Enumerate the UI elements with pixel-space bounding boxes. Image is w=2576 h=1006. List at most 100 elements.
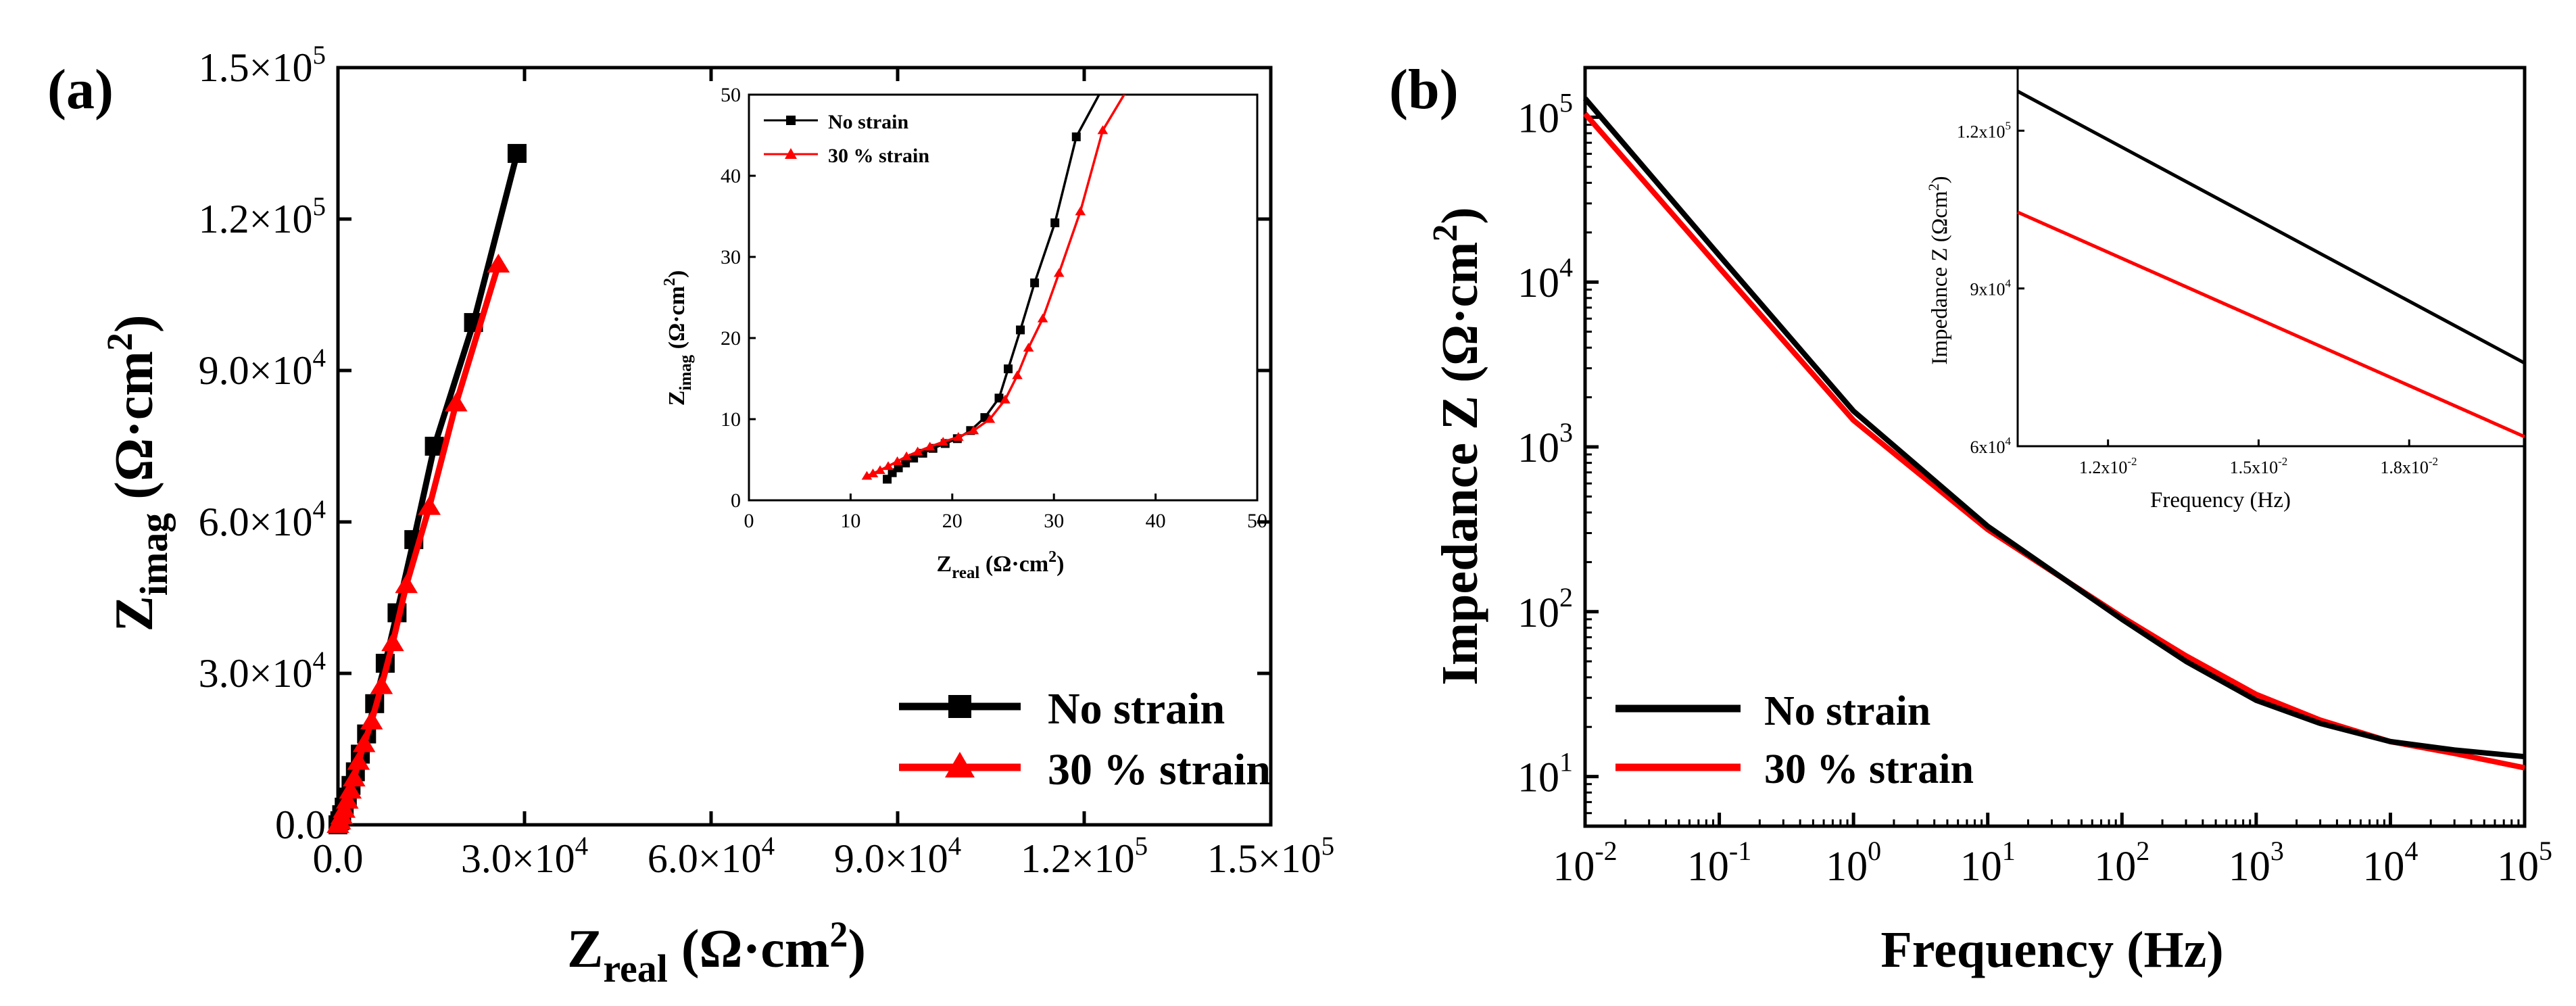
y-tick-label-exponent: 4: [313, 343, 326, 373]
x-tick-label: 3.0×104: [461, 832, 588, 881]
y-tick-label: 1.2×105: [199, 192, 326, 241]
inset-y-tick-label-mantissa: 20: [721, 327, 741, 350]
inset-y-tick-label: 1.2x105: [1957, 119, 2011, 141]
panel-b-ylabel: Impedance Z (Ω·cm2): [1426, 207, 1488, 685]
series-line-no-strain: [1582, 97, 2525, 760]
data-point: [370, 675, 393, 694]
panel-a-legend: No strain 30 % strain: [899, 684, 1271, 794]
inset-y-tick-label-mantissa: 30: [721, 246, 741, 268]
y-tick-label: 9.0×104: [199, 343, 326, 393]
inset-x-tick-label-mantissa: 0: [744, 510, 754, 532]
panel-a: (a) 0.0 3.0×104 6.0×104 9.0×104 1.2×105 1.5×1…: [47, 41, 1334, 990]
y-tick-label-exponent: 2: [1559, 582, 1573, 613]
inset-y-tick-label: 9x104: [1970, 277, 2012, 300]
panel-a-inset-legend: No strain 30 % strain: [764, 111, 929, 167]
y-tick-label-exponent: 1: [1559, 747, 1573, 777]
data-point: [347, 750, 370, 770]
inset-data-point: [909, 454, 919, 463]
inset-data-point: [1143, 49, 1154, 58]
inset-x-tick-label: 1.8x10-2: [2380, 455, 2438, 477]
panel-a-inset-plot: 0 10 20 30 40 50 0 10 20 30 40 50: [721, 49, 1267, 532]
inset-y-tick-label-mantissa: 9x10: [1970, 280, 2006, 300]
inset-x-tick-label: 10: [840, 510, 860, 532]
x-tick-label-exponent: 4: [2404, 836, 2418, 866]
inset-data-point: [1000, 394, 1011, 404]
y-tick-label: 1.5×105: [199, 41, 326, 90]
x-tick-label: 103: [2229, 836, 2284, 890]
x-tick-label-exponent: 4: [575, 832, 589, 861]
x-tick-label-exponent: 5: [1135, 832, 1148, 861]
inset-data-point: [1053, 268, 1065, 277]
data-point: [445, 392, 468, 412]
legend-label-30-strain: 30 % strain: [1048, 745, 1271, 794]
x-tick-label-exponent: 1: [2002, 836, 2016, 866]
y-tick-label: 3.0×104: [199, 646, 326, 696]
inset-x-tick-label-exponent: -2: [2127, 455, 2137, 468]
x-tick-label-mantissa: 10: [1687, 844, 1729, 890]
panel-a-label: (a): [47, 58, 114, 121]
y-tick-label-mantissa: 10: [1517, 755, 1559, 801]
x-tick-label-exponent: -1: [1729, 836, 1751, 866]
inset-data-point: [875, 465, 885, 475]
inset-data-point: [867, 468, 879, 477]
x-tick-label-mantissa: 10: [2362, 844, 2404, 890]
data-point: [395, 574, 418, 594]
inset-x-tick-label-mantissa: 1.2x10: [2079, 458, 2128, 477]
panel-a-nyquist-plot: 0.0 3.0×104 6.0×104 9.0×104 1.2×105 1.5×1050.…: [199, 41, 1335, 881]
data-point: [381, 632, 404, 652]
x-tick-label: 1.5×105: [1207, 832, 1334, 881]
inset-x-tick-label: 1.5x10-2: [2230, 455, 2288, 477]
inset-frame: [2016, 66, 2526, 448]
inset-data-point: [861, 471, 873, 480]
inset-x-tick-label-exponent: -2: [2278, 455, 2287, 468]
x-tick-label-mantissa: 10: [2094, 844, 2136, 890]
panel-b-legend: No strain 30 % strain: [1615, 688, 1974, 792]
inset-x-tick-label: 1.2x10-2: [2079, 455, 2137, 477]
x-tick-label: 101: [1960, 836, 2016, 890]
x-tick-label-exponent: 5: [2539, 836, 2552, 866]
inset-data-point: [1012, 370, 1023, 379]
x-tick-label-mantissa: 10: [2497, 844, 2539, 890]
inset-data-point: [984, 414, 996, 423]
x-tick-label: 10-2: [1553, 836, 1617, 890]
legend-marker-square-icon: [948, 695, 971, 718]
data-point: [343, 767, 366, 787]
x-tick-label-mantissa: 10: [2229, 844, 2270, 890]
inset-x-tick-label-mantissa: 50: [1247, 510, 1267, 532]
y-tick-label: 103: [1517, 417, 1573, 471]
x-tick-label-exponent: 2: [2136, 836, 2149, 866]
x-tick-label-exponent: -2: [1595, 836, 1617, 866]
panel-a-ylabel: Zimag (Ω·cm2): [99, 315, 176, 632]
panel-b-inset-xlabel: Frequency (Hz): [2150, 488, 2291, 512]
y-tick-label-mantissa: 10: [1517, 425, 1559, 471]
inset-y-tick-label-exponent: 4: [2006, 277, 2012, 290]
y-tick-label-exponent: 3: [1559, 417, 1573, 448]
y-tick-label-mantissa: 10: [1517, 590, 1559, 636]
panel-b: (b) 10-2 10-1 100 101 102 103 104 1051011021031…: [1389, 58, 2552, 978]
x-tick-label: 0.0: [313, 836, 364, 881]
plot-frame: [336, 66, 1273, 827]
inset-legend-label-no-strain: No strain: [828, 111, 908, 133]
inset-y-tick-label-mantissa: 10: [721, 408, 741, 431]
inset-x-tick-label: 0: [744, 510, 754, 532]
inset-x-tick-label-mantissa: 20: [942, 510, 963, 532]
x-tick-label: 104: [2362, 836, 2418, 890]
inset-legend-triangle-icon: [785, 148, 797, 159]
inset-x-tick-label-mantissa: 40: [1146, 510, 1166, 532]
x-tick-label: 100: [1826, 836, 1881, 890]
x-tick-label-mantissa: 1.5×10: [1207, 836, 1321, 881]
y-tick-label-exponent: 5: [313, 192, 326, 221]
inset-data-point: [883, 461, 894, 471]
x-tick-label-mantissa: 0.0: [313, 836, 364, 881]
legend-entry-no-strain: No strain: [899, 684, 1225, 734]
inset-data-point: [1016, 325, 1025, 335]
panel-b-inset-plot: 1.2x10-2 1.5x10-2 1.8x10-26x1049x1041.2x10…: [1957, 66, 2526, 477]
inset-y-tick-label-mantissa: 0: [731, 489, 741, 512]
legend-entry-30-strain: 30 % strain: [899, 745, 1271, 794]
x-tick-label: 1.2×105: [1021, 832, 1148, 881]
x-tick-label: 10-1: [1687, 836, 1751, 890]
legend-marker-triangle-icon: [945, 752, 975, 777]
inset-series-line-no-strain: [2016, 89, 2526, 365]
inset-series-group: [861, 49, 1154, 484]
